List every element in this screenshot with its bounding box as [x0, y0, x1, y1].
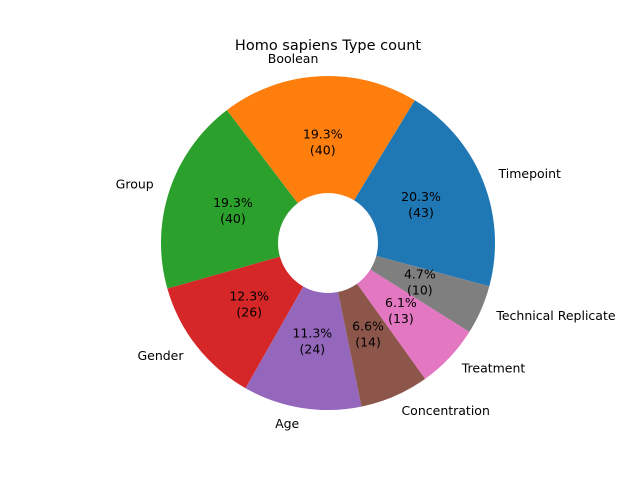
slice-boolean	[226, 75, 415, 243]
slice-labels: Timepoint20.3%(43)Boolean19.3%(40)Group1…	[116, 51, 616, 431]
slice-label-boolean: Boolean	[268, 51, 319, 66]
slice-count-concentration: (14)	[355, 334, 381, 349]
slice-count-boolean: (40)	[310, 142, 336, 157]
slice-label-timepoint: Timepoint	[497, 166, 561, 181]
slice-count-gender: (26)	[236, 304, 262, 319]
slice-label-concentration: Concentration	[401, 403, 489, 418]
slice-percent-technical-replicate: 4.7%	[404, 267, 436, 282]
slice-count-technical-replicate: (10)	[407, 283, 433, 298]
slice-percent-treatment: 6.1%	[385, 295, 417, 310]
slice-count-treatment: (13)	[388, 311, 414, 326]
slice-percent-timepoint: 20.3%	[401, 189, 441, 204]
slice-percent-group: 19.3%	[213, 195, 253, 210]
slice-percent-age: 11.3%	[292, 325, 332, 340]
slice-label-treatment: Treatment	[461, 360, 526, 375]
slice-gender	[167, 243, 328, 389]
slice-percent-gender: 12.3%	[229, 288, 269, 303]
slice-label-gender: Gender	[137, 348, 184, 363]
slice-percent-concentration: 6.6%	[352, 318, 384, 333]
slice-label-age: Age	[275, 416, 299, 431]
slice-count-group: (40)	[220, 211, 246, 226]
slice-percent-boolean: 19.3%	[303, 126, 343, 141]
slice-label-group: Group	[116, 176, 154, 191]
slice-count-age: (24)	[299, 341, 325, 356]
slice-count-timepoint: (43)	[408, 205, 434, 220]
chart-title: Homo sapiens Type count	[235, 38, 421, 54]
donut-hole	[278, 193, 378, 293]
slice-label-technical-replicate: Technical Replicate	[495, 308, 615, 323]
